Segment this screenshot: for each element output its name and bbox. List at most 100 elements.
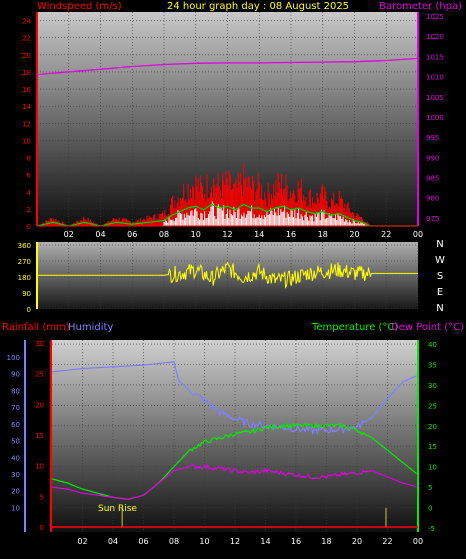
direction-y-tick-label: 0 <box>27 306 31 314</box>
temp-y-tick-label: 25 <box>428 402 437 410</box>
barometer-y-tick-label: 975 <box>426 215 439 223</box>
wind-y-tick-label: 8 <box>27 155 31 163</box>
windspeed-axis-title: Windspeed (m/s) <box>37 1 122 12</box>
wind-y-tick-label: 22 <box>22 35 31 43</box>
wind-x-tick-label: 12 <box>222 230 232 239</box>
temp-x-tick-label: 04 <box>108 537 118 546</box>
barometer-y-tick-label: 990 <box>426 154 439 162</box>
barometer-y-tick-label: 980 <box>426 195 439 203</box>
wind-y-tick-label: 16 <box>22 86 31 94</box>
barometer-y-tick-label: 995 <box>426 134 439 142</box>
humidity-y-tick-label: 70 <box>11 404 20 412</box>
temp-x-tick-label: 16 <box>291 537 301 546</box>
temp-x-tick-label: 02 <box>77 537 87 546</box>
dewpoint-line <box>51 463 417 500</box>
wind-y-tick-label: 6 <box>27 172 32 180</box>
humidity-y-tick-label: 20 <box>11 488 20 496</box>
temp-y-tick-label: 10 <box>428 464 437 472</box>
humidity-y-tick-label: 90 <box>11 371 20 379</box>
temp-x-tick-label: 20 <box>352 537 362 546</box>
temp-x-tick-label: 10 <box>199 537 209 546</box>
wind-x-tick-label: 04 <box>95 230 105 239</box>
wind-x-tick-label: 08 <box>159 230 169 239</box>
sunrise-label: Sun Rise <box>98 504 137 514</box>
wind-y-tick-label: 0 <box>27 223 31 231</box>
direction-y-tick-label: 270 <box>18 258 31 266</box>
rain-y-tick-label: 20 <box>35 401 44 409</box>
rainfall-axis-title: Rainfall (mm) <box>2 322 70 333</box>
dewpoint-axis-title: Dew Point (°C) <box>391 322 464 333</box>
wind-x-tick-label: 10 <box>191 230 201 239</box>
temperature-axis-title: Temperature (°C) <box>311 322 398 333</box>
wind-y-tick-label: 10 <box>22 137 31 145</box>
direction-y-tick-label: 90 <box>22 290 31 298</box>
barometer-y-tick-label: 1005 <box>426 94 444 102</box>
temp-x-tick-label: 06 <box>138 537 148 546</box>
barometer-y-tick-label: 1020 <box>426 33 444 41</box>
temp-y-tick-label: 40 <box>428 341 437 349</box>
wind-x-tick-label: 02 <box>64 230 74 239</box>
humidity-y-tick-label: 50 <box>11 438 20 446</box>
barometer-y-tick-label: 1000 <box>426 114 444 122</box>
humidity-line <box>51 361 417 436</box>
wind-direction-line <box>37 261 418 289</box>
rain-y-tick-label: 0 <box>40 524 44 532</box>
humidity-y-tick-label: 100 <box>7 354 20 362</box>
barometer-y-tick-label: 1010 <box>426 74 444 82</box>
temp-x-tick-label: 18 <box>321 537 331 546</box>
wind-panel-axes: 0246810121416182022249759809859909951000… <box>22 12 444 239</box>
wind-panel-data <box>36 57 419 227</box>
humidity-y-tick-label: 10 <box>11 504 20 512</box>
compass-label: N <box>436 239 443 250</box>
wind-x-tick-label: 00 <box>413 230 423 239</box>
wind-x-tick-label: 14 <box>254 230 264 239</box>
wind-y-tick-label: 12 <box>22 120 31 128</box>
windspeed-average-line <box>36 203 418 227</box>
rain-y-tick-label: 10 <box>35 463 44 471</box>
barometer-y-tick-label: 1025 <box>426 13 444 21</box>
temp-panel-grid <box>52 340 419 532</box>
wind-x-tick-label: 20 <box>349 230 359 239</box>
humidity-y-tick-label: 30 <box>11 471 20 479</box>
rain-y-tick-label: 30 <box>35 340 44 348</box>
wind-y-tick-label: 20 <box>22 52 31 60</box>
wind-y-tick-label: 14 <box>22 103 31 111</box>
barometer-y-tick-label: 985 <box>426 175 439 183</box>
barometer-line <box>36 57 419 76</box>
temp-x-tick-label: 08 <box>169 537 179 546</box>
humidity-y-tick-label: 40 <box>11 454 20 462</box>
temp-x-tick-label: 22 <box>382 537 392 546</box>
compass-label: E <box>437 287 443 298</box>
compass-label: N <box>436 303 443 314</box>
wind-x-tick-label: 06 <box>127 230 137 239</box>
rain-y-tick-label: 5 <box>40 493 44 501</box>
compass-label: W <box>435 255 445 266</box>
wind-x-tick-label: 18 <box>318 230 328 239</box>
wind-x-tick-label: 16 <box>286 230 296 239</box>
temp-x-tick-label: 00 <box>413 537 423 546</box>
temp-y-tick-label: 30 <box>428 382 437 390</box>
temp-y-tick-label: 0 <box>428 504 432 512</box>
temp-y-tick-label: 15 <box>428 443 437 451</box>
barometer-axis-title: Barometer (hpa) <box>379 1 462 12</box>
temp-x-tick-label: 14 <box>260 537 270 546</box>
temp-y-tick-label: 20 <box>428 423 437 431</box>
wind-y-tick-label: 24 <box>22 18 31 26</box>
humidity-axis-title: Humidity <box>68 322 113 333</box>
temp-x-tick-label: 12 <box>230 537 240 546</box>
barometer-y-tick-label: 1015 <box>426 53 444 61</box>
temp-y-tick-label: 5 <box>428 484 432 492</box>
chart-title: 24 hour graph day : 08 August 2025 <box>167 1 349 12</box>
temp-y-tick-label: 35 <box>428 362 437 370</box>
rain-y-tick-label: 25 <box>35 371 44 379</box>
direction-panel-data <box>37 261 418 289</box>
temp-y-tick-label: -5 <box>428 525 435 533</box>
wind-y-tick-label: 4 <box>27 189 32 197</box>
wind-x-tick-label: 22 <box>381 230 391 239</box>
rain-y-tick-label: 15 <box>35 432 44 440</box>
wind-y-tick-label: 18 <box>22 69 31 77</box>
temp-panel-data <box>51 361 418 528</box>
compass-label: S <box>437 271 443 282</box>
